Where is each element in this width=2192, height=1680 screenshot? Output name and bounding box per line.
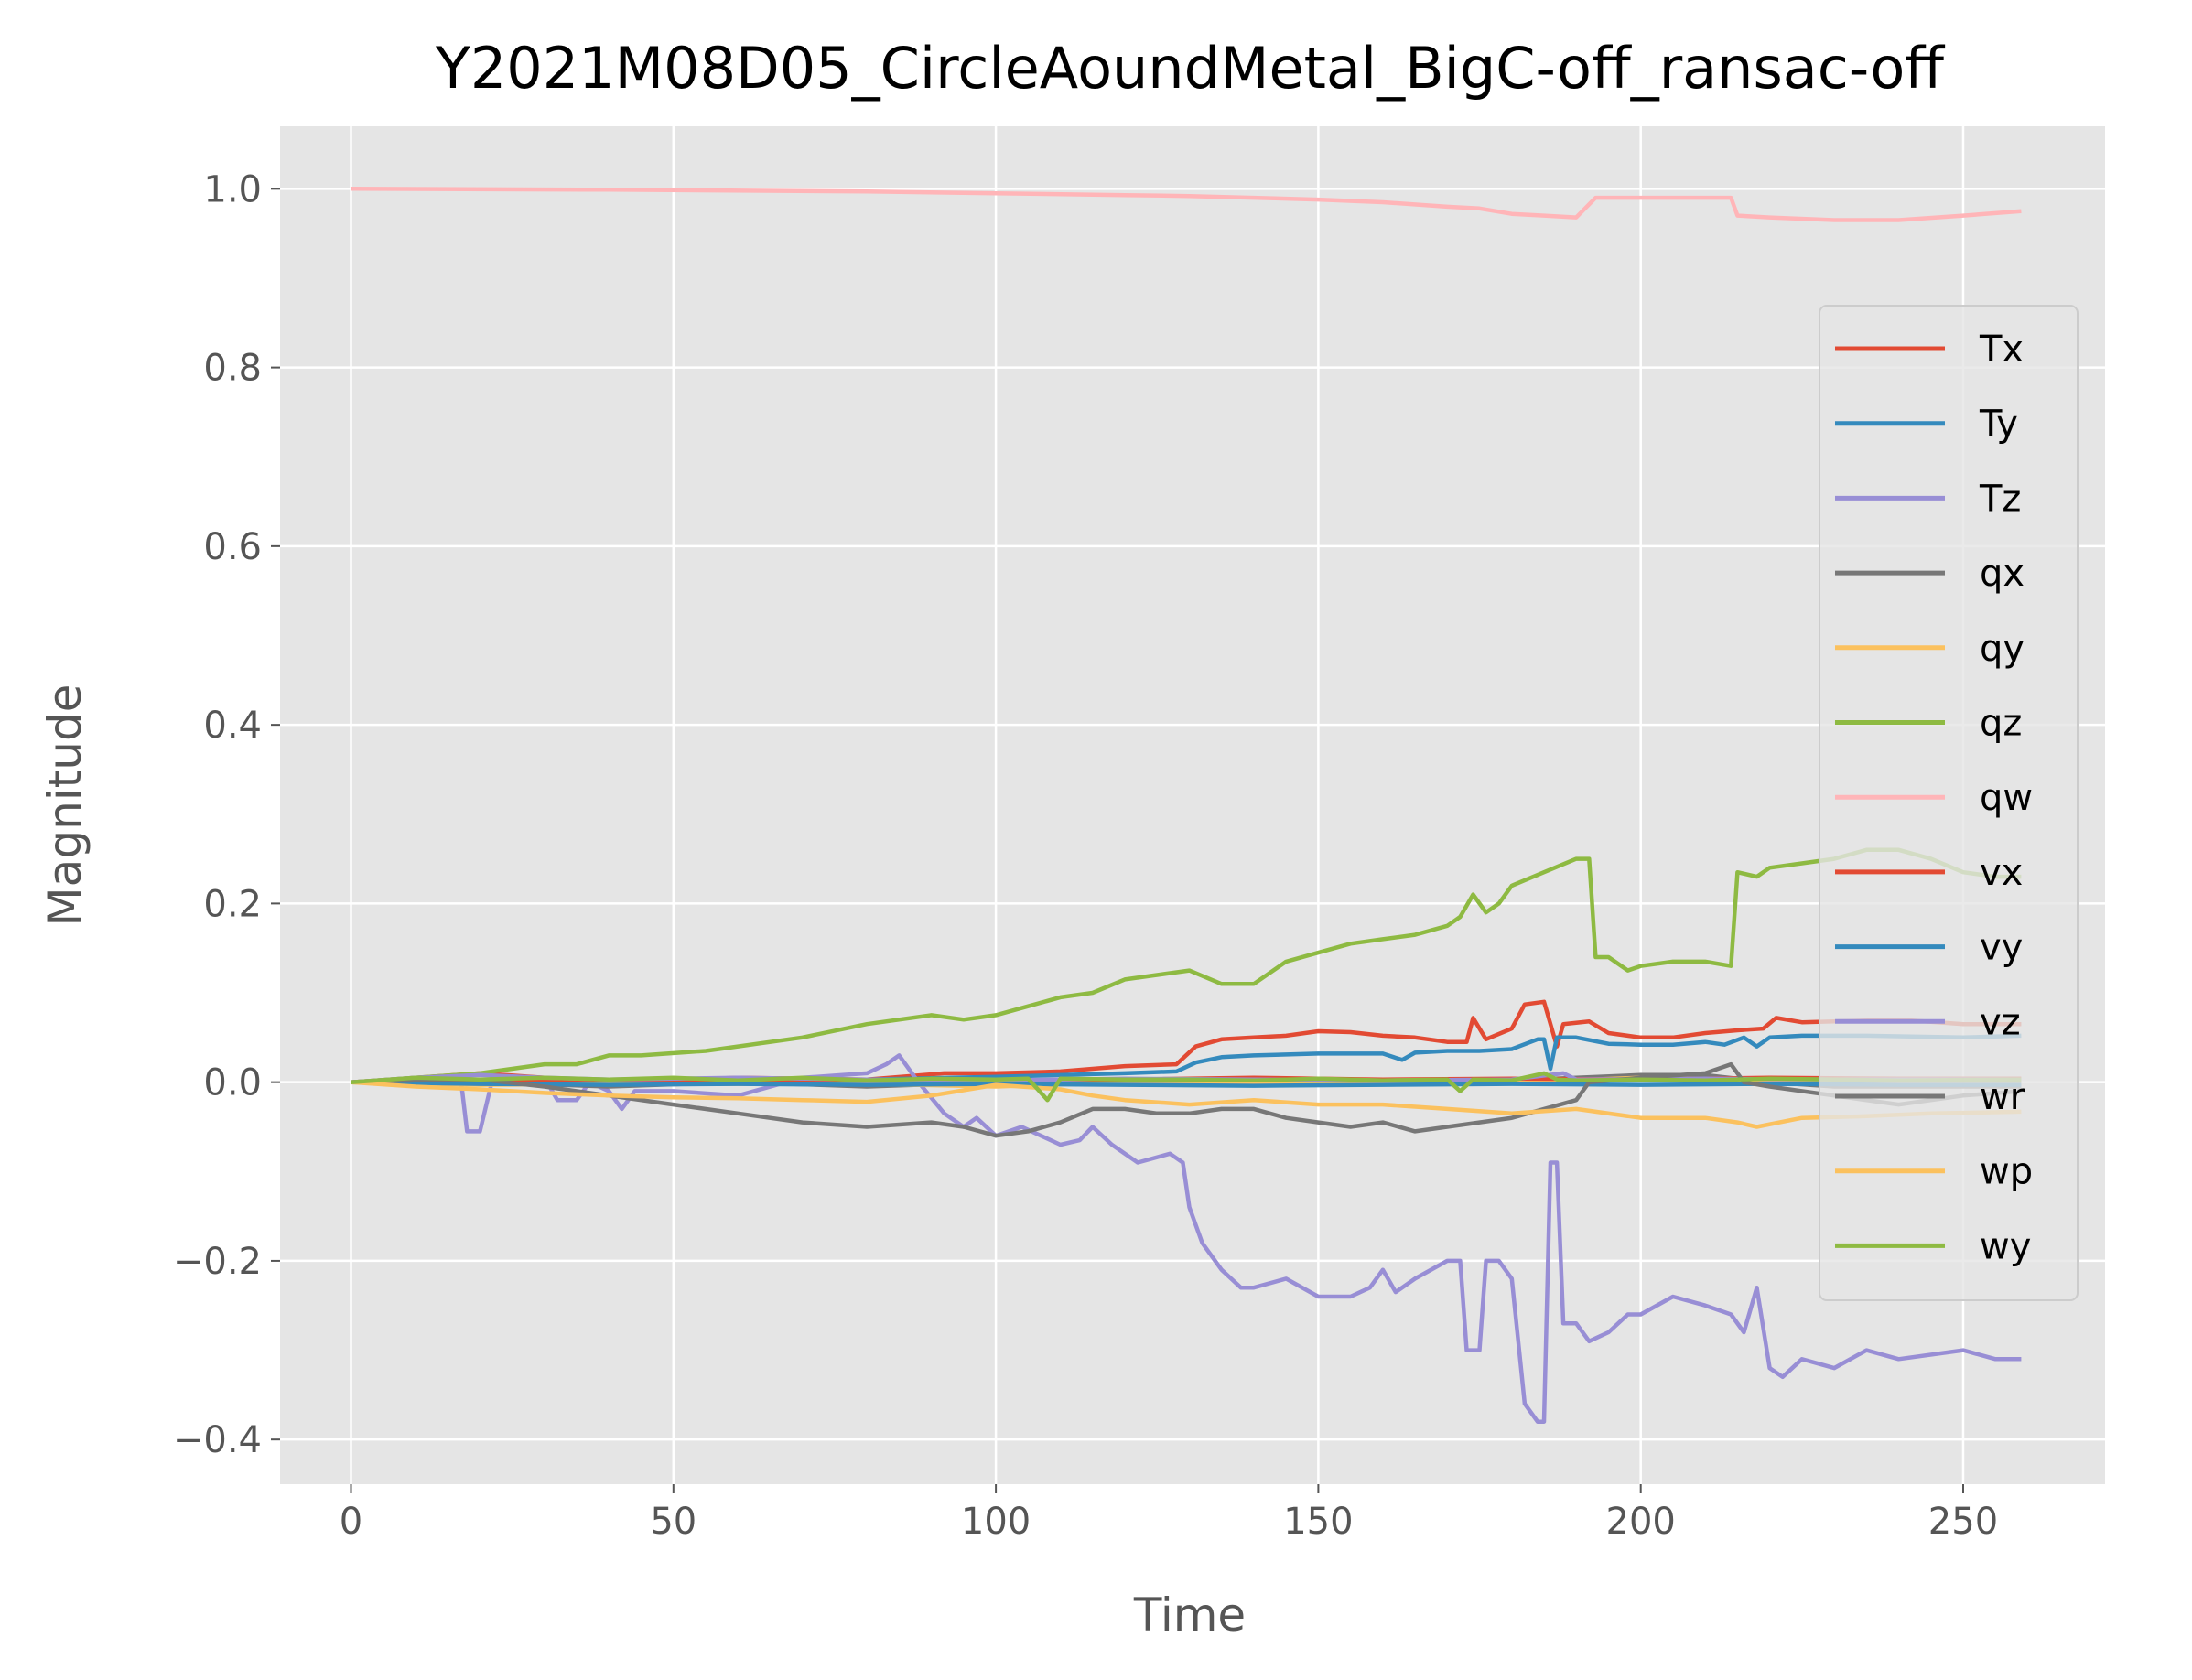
series-line-qw <box>351 187 2022 222</box>
series-line-Tx <box>351 999 2022 1084</box>
chart-title: Y2021M08D05_CircleAoundMetal_BigC-off_ra… <box>435 35 1945 102</box>
x-axis-label: Time <box>1133 1588 1246 1642</box>
legend-label-vz: vz <box>1980 1001 2021 1043</box>
y-tick-label: 0.6 <box>203 526 262 568</box>
x-tick-label: 200 <box>1606 1501 1676 1543</box>
legend-label-qz: qz <box>1980 703 2022 745</box>
series-line-Tz <box>351 1053 2022 1424</box>
legend-label-qy: qy <box>1980 628 2025 670</box>
y-axis-ticks: −0.4 −0.2 0.0 0.2 0.4 0.6 0.8 1.0 <box>173 168 280 1461</box>
series-line-wp <box>351 1080 2022 1129</box>
legend-label-Ty: Ty <box>1979 404 2018 446</box>
x-tick-label: 50 <box>650 1501 696 1543</box>
y-tick-label: −0.2 <box>173 1241 262 1283</box>
x-tick-label: 150 <box>1283 1501 1353 1543</box>
legend-label-wy: wy <box>1980 1225 2031 1267</box>
y-tick-label: 0.2 <box>203 883 262 925</box>
x-tick-label: 250 <box>1928 1501 1998 1543</box>
legend-label-wp: wp <box>1980 1151 2033 1193</box>
legend-label-vx: vx <box>1980 852 2023 894</box>
y-tick-label: 0.0 <box>203 1062 262 1104</box>
series-line-wr <box>351 1061 2022 1138</box>
series-line-qz <box>351 847 2022 1084</box>
y-axis-label: Magnitude <box>38 684 92 927</box>
y-tick-label: 1.0 <box>203 168 262 210</box>
y-tick-label: 0.8 <box>203 348 262 390</box>
x-axis-ticks: 0 50 100 150 200 250 <box>340 1484 1998 1543</box>
y-tick-label: −0.4 <box>173 1419 262 1461</box>
legend-box <box>1819 305 2079 1301</box>
legend-label-vy: vy <box>1980 927 2023 969</box>
legend-label-qx: qx <box>1980 553 2025 595</box>
x-tick-label: 100 <box>961 1501 1031 1543</box>
x-tick-label: 0 <box>340 1501 362 1543</box>
legend: Tx Ty Tz qx qy qz qw vx vy vz wr wp wy <box>1819 305 2079 1301</box>
legend-label-wr: wr <box>1980 1076 2025 1118</box>
series-line-wy <box>351 1071 2022 1103</box>
legend-label-Tx: Tx <box>1979 328 2024 371</box>
series-lines <box>351 187 2022 1424</box>
legend-label-Tz: Tz <box>1979 478 2021 520</box>
legend-label-qw: qw <box>1980 777 2033 819</box>
plot-background <box>280 126 2105 1484</box>
series-line-Ty <box>351 1033 2022 1084</box>
y-tick-label: 0.4 <box>203 705 262 747</box>
